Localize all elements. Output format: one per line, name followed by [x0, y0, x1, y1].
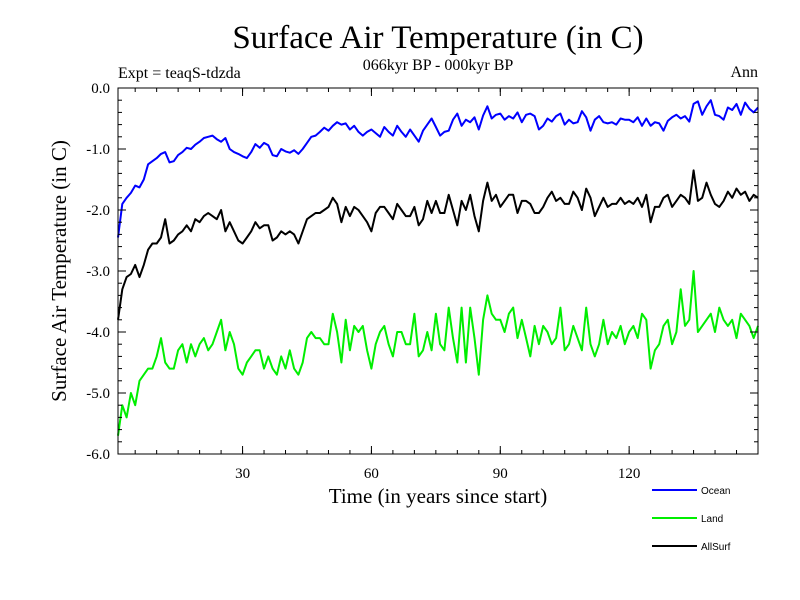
legend-label-allsurf: AllSurf: [701, 542, 731, 553]
y-tick-label: -5.0: [86, 386, 110, 402]
series-line-allsurf: [117, 169, 759, 320]
period-label: Ann: [730, 64, 758, 81]
y-tick-label: -2.0: [86, 203, 110, 219]
legend-label-ocean: Ocean: [701, 486, 730, 497]
series-line-ocean: [117, 99, 759, 238]
y-tick-label: -1.0: [86, 142, 110, 158]
x-tick-label: 120: [618, 466, 641, 482]
x-tick-label: 90: [493, 466, 508, 482]
legend: Ocean Land AllSurf: [652, 486, 731, 553]
x-tick-label: 60: [364, 466, 379, 482]
x-axis-label: Time (in years since start): [329, 484, 548, 508]
y-tick-label: 0.0: [91, 81, 110, 97]
x-tick-label: 30: [235, 466, 250, 482]
y-tick-label: -6.0: [86, 447, 110, 463]
x-axis: 30 60 90 120: [134, 88, 759, 482]
series-line-land: [117, 270, 759, 436]
y-tick-label: -3.0: [86, 264, 110, 280]
legend-label-land: Land: [701, 514, 723, 525]
y-tick-label: -4.0: [86, 325, 110, 341]
series-lines: [117, 99, 759, 436]
chart-title: Surface Air Temperature (in C): [232, 20, 643, 56]
y-axis: 0.0 -1.0 -2.0 -3.0 -4.0 -5.0 -6.0: [86, 81, 758, 463]
chart-subtitle: 066kyr BP - 000kyr BP: [363, 57, 514, 74]
y-axis-label: Surface Air Temperature (in C): [47, 140, 71, 402]
experiment-label: Expt = teaqS-tdzda: [118, 65, 241, 82]
